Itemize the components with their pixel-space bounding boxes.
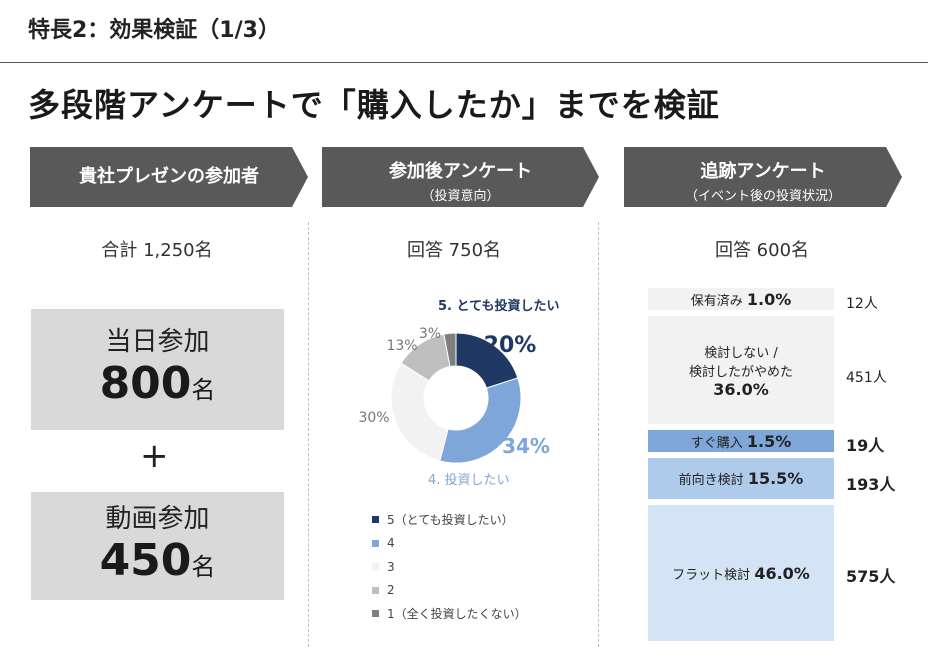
video-participants-box: 動画参加 450名 [31,492,284,600]
count-positive: 193人 [846,475,896,494]
legend-item-willing: 4 [372,532,572,556]
video-number: 450 [99,535,192,586]
video-label: 動画参加 [105,504,210,534]
legend-swatch-willing [372,539,379,547]
donut-slice-not-at-all [443,332,457,368]
bar-pct-owned: 1.0% [746,289,792,309]
col1-arrow-label: 貴社プレゼンの参加者 [79,166,259,187]
legend-swatch-unwilling [372,586,379,594]
plus-sign: + [140,436,169,476]
investment-intent-donut-chart: 20% 34% 30% 13%3% [358,326,550,464]
legend-text-willing: 4 [387,536,395,551]
col2-arrow-label: 参加後アンケート [388,161,533,182]
bar-segment-flat: フラット検討 46.0% [648,505,834,641]
col1-subtitle: 合計 1,250名 [101,240,213,261]
legend-item-unwilling: 2 [372,579,572,603]
col3-arrow-header: 追跡アンケート （イベント後の投資状況） [624,147,902,207]
count-owned: 12人 [846,296,878,312]
col1-arrow-header: 貴社プレゼンの参加者 [30,147,308,207]
count-flat: 575人 [846,567,896,586]
onsite-participants-box: 当日参加 800名 [31,309,284,430]
legend-text-not-at-all: 1（全く投資したくない） [387,607,527,622]
bar-label-flat: フラット検討 [672,567,751,583]
bar-pct-flat: 46.0% [754,563,810,583]
col2-subtitle: 回答 750名 [406,240,502,261]
column-divider-1 [308,222,309,647]
bar-pct-bought: 1.5% [746,431,792,451]
col3-subtitle: 回答 600名 [714,240,810,261]
bar-label-not-considering: 検討しない / [704,345,778,361]
legend-item-very-willing: 5（とても投資したい） [372,508,572,532]
donut-label-neutral: 30% [358,410,389,426]
legend-item-neutral: 3 [372,555,572,579]
onsite-label: 当日参加 [105,327,210,357]
main-title: 多段階アンケートで「購入したか」までを検証 [28,86,720,124]
slide-header-title: 特長2：効果検証（1/3） [28,18,280,43]
col2-arrow-header: 参加後アンケート （投資意向） [322,147,599,207]
column-divider-2 [598,222,599,647]
legend-swatch-neutral [372,563,379,571]
bar-segment-bought: すぐ購入 1.5% [648,430,834,452]
donut-label-unwilling: 13% [386,338,417,354]
callout-very-willing: 5. とても投資したい [438,299,560,314]
bar-label2-not-considering: 検討したがやめた [688,364,793,380]
legend-text-unwilling: 2 [387,583,395,598]
bar-label-owned: 保有済み [690,293,743,309]
onsite-unit: 名 [191,376,216,404]
bar-pct-positive: 15.5% [747,469,804,488]
video-unit: 名 [191,553,216,581]
bar-segment-owned: 保有済み 1.0% [648,288,834,310]
legend-item-not-at-all: 1（全く投資したくない） [372,602,572,626]
donut-legend: 5（とても投資したい） 4 3 2 1（全く投資したくない） [372,508,572,626]
col2-arrow-sublabel: （投資意向） [421,189,500,204]
count-not-considering: 451人 [846,370,887,386]
donut-label-not-at-all: 3% [419,326,441,342]
callout-willing: 4. 投資したい [428,473,510,488]
col3-arrow-label: 追跡アンケート [700,161,826,182]
bar-segment-positive: 前向き検討 15.5% [648,458,834,499]
col3-arrow-sublabel: （イベント後の投資状況） [684,189,841,204]
legend-swatch-very-willing [372,516,379,524]
bar-pct-not-considering: 36.0% [713,379,769,399]
bar-label-positive: 前向き検討 [678,473,744,488]
donut-label-willing: 34% [502,434,550,458]
header-divider [0,62,928,63]
onsite-number: 800 [99,358,192,409]
legend-swatch-not-at-all [372,610,379,618]
legend-text-neutral: 3 [387,559,395,574]
bar-segment-not-considering: 検討しない / 検討したがやめた 36.0% [648,316,834,424]
count-bought: 19人 [846,436,885,455]
bar-label-bought: すぐ購入 [690,435,743,451]
legend-text-very-willing: 5（とても投資したい） [387,513,514,528]
donut-slice-neutral [390,362,449,462]
donut-label-very-willing: 20% [484,333,537,358]
donut-slice-willing [439,377,522,464]
